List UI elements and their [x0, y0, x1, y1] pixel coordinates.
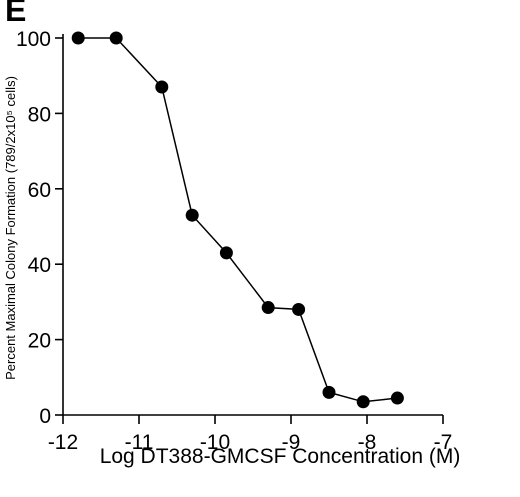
data-point — [219, 246, 233, 260]
y-tick-label: 60 — [28, 179, 51, 202]
x-tick-label: -10 — [200, 431, 230, 454]
x-tick-label: -11 — [125, 431, 154, 454]
data-layer — [71, 31, 404, 409]
x-tick-label: -8 — [358, 431, 377, 454]
axes: 0 20 40 60 80 100 -12 -11 -10 -9 -8 -7 — [16, 28, 452, 454]
y-tick-label: 100 — [16, 28, 51, 51]
data-point — [322, 385, 336, 399]
x-tick-label: -7 — [434, 431, 453, 454]
data-point — [356, 395, 370, 409]
data-point — [155, 80, 169, 94]
data-point — [261, 301, 275, 315]
x-tick-label: -9 — [282, 431, 301, 454]
x-tick-label: -12 — [48, 431, 78, 454]
y-tick-label: 80 — [28, 103, 51, 126]
series-line — [78, 37, 398, 403]
data-point — [71, 31, 85, 45]
y-tick-label: 20 — [28, 330, 51, 353]
data-point — [185, 208, 199, 222]
y-tick-label: 0 — [39, 405, 51, 428]
data-point — [292, 302, 306, 316]
x-axis-title: Log DT388-GMCSF Concentration (M) — [100, 445, 461, 468]
y-tick-label: 40 — [28, 254, 51, 277]
y-axis-title: Percent Maximal Colony Formation (789/2x… — [3, 76, 18, 380]
panel-label: E — [5, 0, 27, 28]
data-point — [109, 31, 123, 45]
data-point — [390, 391, 404, 405]
